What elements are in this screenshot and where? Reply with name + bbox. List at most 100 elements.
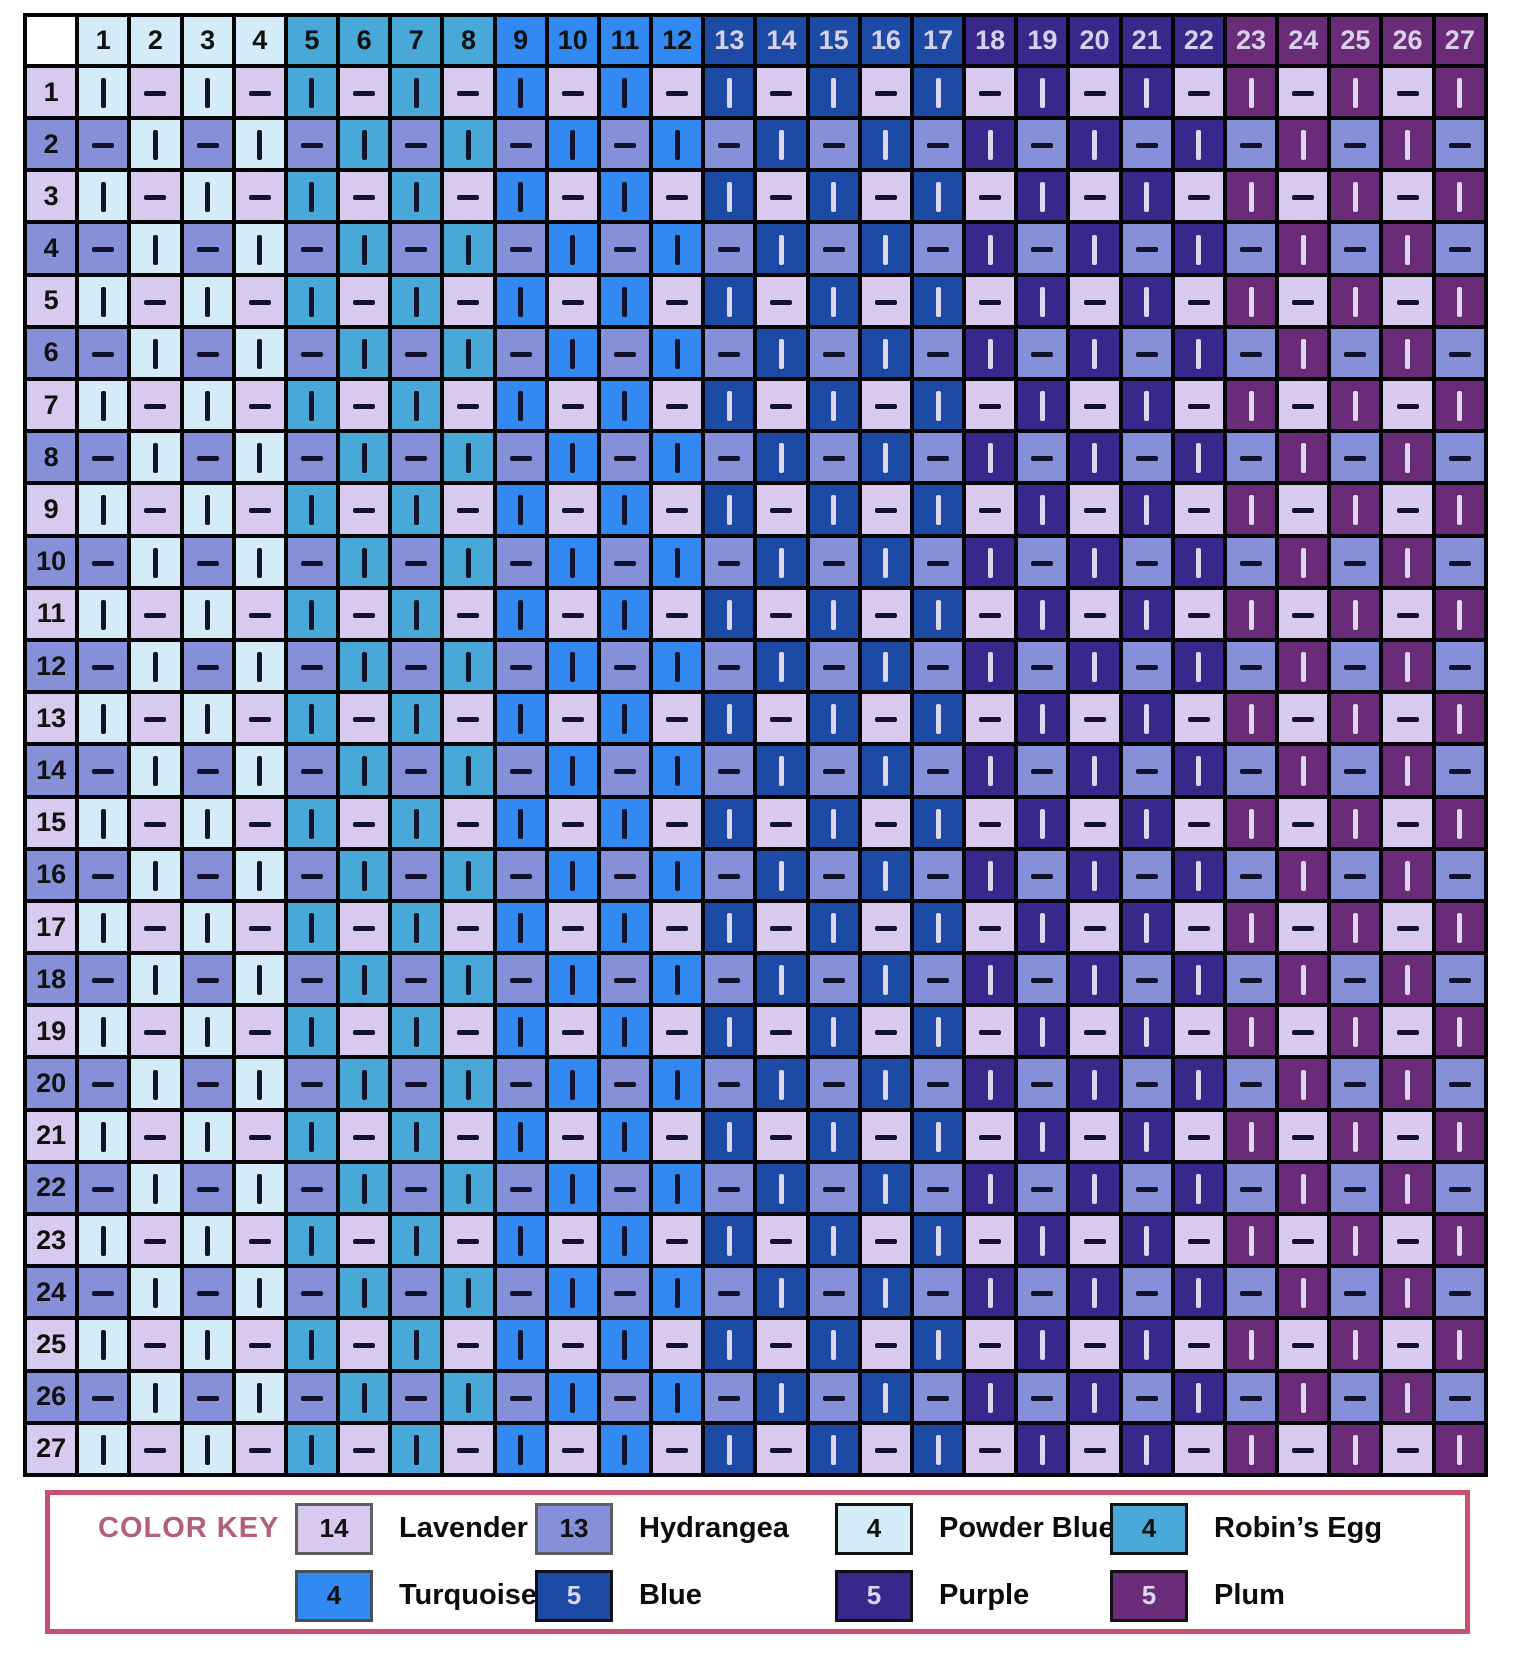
stitch-cell-knit	[701, 377, 758, 434]
stitch-cell-knit	[127, 637, 184, 695]
purl-symbol	[509, 351, 532, 357]
knit-symbol	[1352, 1330, 1358, 1361]
stitch-cell-knit	[962, 951, 1019, 1008]
stitch-cell-purl	[701, 324, 758, 382]
stitch-cell-knit	[962, 742, 1019, 799]
stitch-cell-knit	[1379, 637, 1436, 695]
stitch-cell-knit	[336, 846, 393, 903]
purl-symbol	[1083, 821, 1106, 827]
purl-symbol	[874, 508, 897, 514]
chart-row: 12	[22, 637, 1489, 695]
knit-symbol	[100, 77, 106, 108]
column-header: 15	[805, 13, 862, 68]
stitch-cell-knit	[649, 1264, 706, 1321]
stitch-cell-knit	[1327, 63, 1384, 121]
purl-symbol	[1135, 664, 1158, 670]
knit-symbol	[257, 756, 263, 787]
stitch-cell-purl	[231, 481, 288, 538]
knit-symbol	[831, 1434, 837, 1465]
stitch-cell-purl	[1431, 951, 1489, 1008]
stitch-cell-knit	[962, 324, 1019, 382]
column-header: 22	[1170, 13, 1227, 68]
stitch-cell-knit	[75, 898, 132, 956]
color-swatch: 5	[835, 1569, 913, 1622]
stitch-cell-knit	[1379, 951, 1436, 1008]
knit-symbol	[935, 599, 941, 630]
stitch-cell-knit	[231, 324, 288, 382]
stitch-cell-knit	[701, 898, 758, 956]
knit-symbol	[674, 338, 680, 369]
purl-symbol	[666, 612, 689, 618]
knit-symbol	[413, 391, 419, 422]
stitch-cell-knit	[1170, 429, 1227, 486]
purl-symbol	[144, 717, 167, 723]
purl-symbol	[1083, 90, 1106, 96]
column-header: 5	[283, 13, 341, 68]
stitch-cell-purl	[596, 429, 654, 486]
knit-symbol	[726, 1226, 732, 1257]
knit-symbol	[100, 912, 106, 943]
stitch-cell-knit	[1014, 377, 1071, 434]
stitch-cell-purl	[492, 1159, 549, 1217]
stitch-cell-purl	[179, 637, 236, 695]
stitch-cell-purl	[701, 846, 758, 903]
stitch-cell-purl	[1431, 846, 1489, 903]
stitch-cell-knit	[440, 637, 497, 695]
purl-symbol	[979, 612, 1002, 618]
purl-symbol	[1083, 1447, 1106, 1453]
knit-symbol	[831, 599, 837, 630]
knit-symbol	[1352, 1121, 1358, 1152]
column-header: 27	[1431, 13, 1489, 68]
stitch-cell-purl	[1327, 742, 1384, 799]
purl-symbol	[822, 351, 845, 357]
knit-symbol	[1196, 443, 1202, 474]
stitch-cell-knit	[805, 377, 862, 434]
stitch-cell-knit	[492, 1212, 549, 1269]
purl-symbol	[822, 1291, 845, 1297]
purl-symbol	[874, 1134, 897, 1140]
stitch-cell-knit	[544, 846, 601, 903]
row-label: 11	[22, 585, 80, 642]
purl-symbol	[144, 195, 167, 201]
stitch-cell-knit	[805, 168, 862, 225]
column-header: 14	[753, 13, 810, 68]
knit-symbol	[1457, 1121, 1463, 1152]
stitch-cell-purl	[909, 1159, 967, 1217]
stitch-cell-knit	[75, 585, 132, 642]
stitch-cell-knit	[75, 168, 132, 225]
stitch-cell-purl	[388, 429, 445, 486]
knit-symbol	[100, 1226, 106, 1257]
knit-symbol	[465, 443, 471, 474]
knit-symbol	[100, 286, 106, 317]
stitch-cell-knit	[1014, 1003, 1071, 1060]
chart-row: 15	[22, 794, 1489, 851]
purl-symbol	[927, 769, 949, 775]
stitch-cell-knit	[388, 898, 445, 956]
purl-symbol	[1187, 90, 1210, 96]
stitch-cell-purl	[1118, 846, 1175, 903]
stitch-cell-purl	[1170, 377, 1227, 434]
chart-row: 1	[22, 63, 1489, 121]
knit-symbol	[1092, 652, 1098, 682]
stitch-cell-knit	[1014, 690, 1071, 747]
knit-symbol	[778, 1069, 784, 1100]
purl-symbol	[822, 143, 845, 149]
knit-symbol	[1352, 286, 1358, 317]
purl-symbol	[1344, 351, 1367, 357]
stitch-cell-knit	[1379, 1159, 1436, 1217]
knit-symbol	[465, 338, 471, 369]
purl-symbol	[1031, 143, 1054, 149]
stitch-cell-purl	[1379, 585, 1436, 642]
purl-symbol	[1187, 404, 1210, 409]
knit-symbol	[1248, 704, 1254, 735]
knit-symbol	[726, 1121, 732, 1152]
knit-symbol	[1039, 286, 1045, 317]
stitch-cell-purl	[231, 794, 288, 851]
stitch-cell-knit	[283, 690, 341, 747]
stitch-cell-knit	[1275, 533, 1332, 590]
stitch-cell-knit	[283, 168, 341, 225]
stitch-cell-knit	[857, 742, 914, 799]
knit-symbol	[883, 234, 889, 265]
purl-symbol	[405, 351, 428, 357]
knit-symbol	[518, 599, 524, 630]
